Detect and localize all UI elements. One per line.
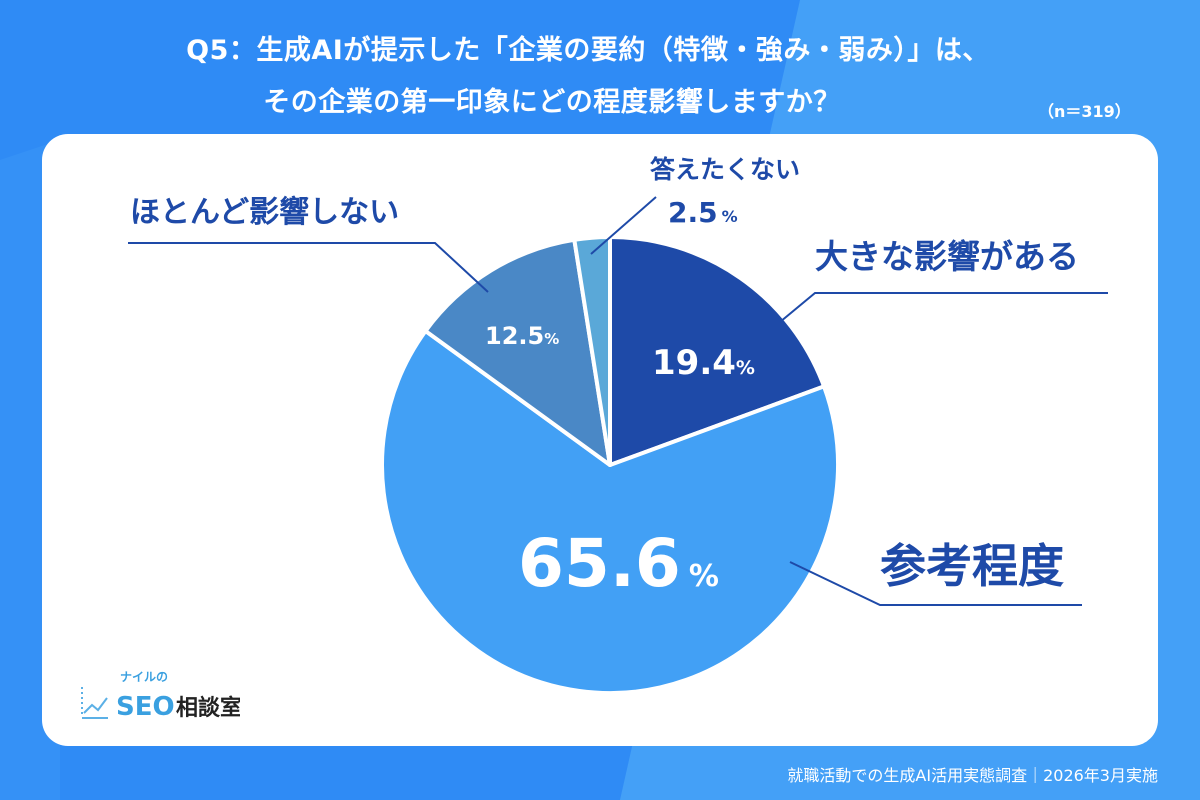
- logo: ナイルの SEO 相談室: [80, 665, 242, 729]
- label-reference: 参考程度: [880, 539, 1064, 593]
- slice-large-impact: [608, 235, 827, 467]
- label-large-impact: 大きな影響がある: [815, 237, 1079, 276]
- value-reference: 65.6%: [518, 525, 719, 602]
- chart-trend-icon: ナイルの SEO 相談室: [81, 670, 242, 722]
- leader-line-reference: [789, 561, 1082, 606]
- chart-title-line1: Q5：生成AIが提示した「企業の要約（特徴・強み・弱み）」は、: [186, 35, 990, 66]
- svg-text:SEO: SEO: [116, 692, 175, 722]
- footer-source: 就職活動での生成AI活用実態調査｜2026年3月実施: [787, 766, 1158, 785]
- leader-line-large: [779, 292, 1108, 323]
- label-little-impact: ほとんど影響しない: [130, 195, 399, 230]
- svg-text:相談室: 相談室: [176, 695, 240, 721]
- label-no-answer: 答えたくない: [650, 155, 800, 184]
- leader-line-little: [128, 242, 489, 293]
- value-no-answer: 2.5%: [668, 196, 738, 229]
- sample-size: （n＝319）: [1038, 102, 1131, 121]
- value-little-impact: 12.5%: [485, 322, 559, 350]
- leader-line-no-answer: [590, 196, 657, 255]
- slice-reference: [380, 328, 840, 695]
- svg-text:ナイルの: ナイルの: [120, 670, 168, 684]
- value-large-impact: 19.4%: [652, 343, 755, 383]
- slice-little-impact: [423, 237, 612, 467]
- chart-title-line2: その企業の第一印象にどの程度影響しますか？: [263, 87, 841, 118]
